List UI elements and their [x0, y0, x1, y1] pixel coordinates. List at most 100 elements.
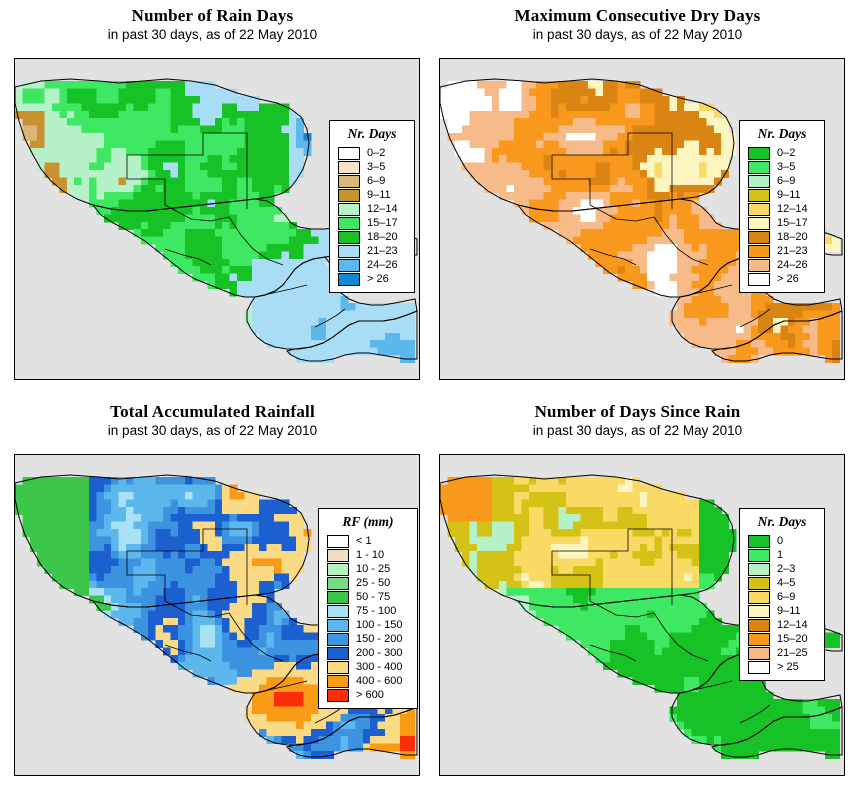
- panel-titles: Total Accumulated Rainfall in past 30 da…: [0, 396, 425, 439]
- legend-row: 300 - 400: [327, 660, 411, 674]
- legend-label: 9–11: [367, 188, 391, 201]
- legend-row: 200 - 300: [327, 646, 411, 660]
- legend-swatch: [748, 202, 770, 216]
- legend-label: 4–5: [777, 576, 796, 589]
- legend-label: 300 - 400: [356, 660, 403, 673]
- legend-row: 9–11: [338, 188, 408, 202]
- legend-label: 0–2: [367, 146, 386, 159]
- legend-label: 1 - 10: [356, 548, 385, 561]
- legend-swatch: [327, 674, 349, 688]
- legend-row: 100 - 150: [327, 618, 411, 632]
- legend-label: 50 - 75: [356, 590, 391, 603]
- legend-row: 3–5: [338, 160, 408, 174]
- legend-max-consecutive-dry-days: Nr. Days 0–2 3–5 6–9 9–11 12–14 15–17 18–20 21–…: [739, 120, 825, 293]
- legend-row: 15–17: [338, 216, 408, 230]
- legend-swatch: [327, 534, 349, 548]
- legend-label: 10 - 25: [356, 562, 391, 575]
- legend-swatch: [327, 562, 349, 576]
- legend-label: 21–25: [777, 646, 808, 659]
- legend-row: 18–20: [748, 230, 818, 244]
- legend-swatch: [338, 174, 360, 188]
- page-title: Number of Days Since Rain: [534, 402, 741, 421]
- legend-swatch: [338, 244, 360, 258]
- legend-row: 24–26: [748, 258, 818, 272]
- legend-swatch: [748, 590, 770, 604]
- legend-row: 10 - 25: [327, 562, 411, 576]
- legend-row: 1 - 10: [327, 548, 411, 562]
- legend-label: 200 - 300: [356, 646, 403, 659]
- legend-swatch: [327, 688, 349, 702]
- legend-swatch: [338, 230, 360, 244]
- legend-swatch: [748, 160, 770, 174]
- panel-max-consecutive-dry-days: Maximum Consecutive Dry Days in past 30 …: [425, 0, 850, 396]
- legend-row: 12–14: [748, 618, 818, 632]
- legend-swatch: [748, 188, 770, 202]
- map-raster: [15, 59, 419, 379]
- legend-swatch: [327, 646, 349, 660]
- legend-label: 6–9: [777, 174, 796, 187]
- panel-subtitle: in past 30 days, as of 22 May 2010: [107, 423, 318, 438]
- legend-label: 18–20: [777, 230, 808, 243]
- legend-label: 21–23: [777, 244, 808, 257]
- legend-row: 6–9: [748, 174, 818, 188]
- legend-row: 0–2: [338, 146, 408, 160]
- legend-swatch: [327, 604, 349, 618]
- map-days-since-rain[interactable]: [439, 454, 845, 776]
- legend-label: 0–2: [777, 146, 796, 159]
- legend-label: 18–20: [367, 230, 398, 243]
- legend-row: 9–11: [748, 188, 818, 202]
- legend-row: 9–11: [748, 604, 818, 618]
- legend-label: 24–26: [367, 258, 398, 271]
- legend-row: 21–23: [748, 244, 818, 258]
- legend-swatch: [327, 632, 349, 646]
- legend-row: 18–20: [338, 230, 408, 244]
- panel-days-since-rain: Number of Days Since Rain in past 30 day…: [425, 396, 850, 792]
- legend-title: RF (mm): [342, 514, 394, 529]
- legend-row: 2–3: [748, 562, 818, 576]
- legend-swatch: [748, 660, 770, 674]
- legend-row: 75 - 100: [327, 604, 411, 618]
- legend-label: 150 - 200: [356, 632, 403, 645]
- legend-label: 9–11: [777, 604, 801, 617]
- legend-label: 9–11: [777, 188, 801, 201]
- legend-swatch: [338, 258, 360, 272]
- legend-row: 6–9: [748, 590, 818, 604]
- legend-row: > 26: [338, 272, 408, 286]
- legend-label: 12–14: [367, 202, 398, 215]
- legend-label: 3–5: [777, 160, 796, 173]
- legend-row: 1: [748, 548, 818, 562]
- legend-entries: 0 1 2–3 4–5 6–9 9–11 12–14 15–20 21–25 > 25: [740, 534, 824, 680]
- panel-rain-days: Number of Rain Days in past 30 days, as …: [0, 0, 425, 396]
- legend-title: Nr. Days: [347, 126, 397, 141]
- legend-row: 15–17: [748, 216, 818, 230]
- page-title: Number of Rain Days: [131, 6, 294, 25]
- map-raster: [440, 455, 844, 775]
- legend-row: 150 - 200: [327, 632, 411, 646]
- legend-swatch: [748, 548, 770, 562]
- page-title: Total Accumulated Rainfall: [110, 402, 315, 421]
- legend-label: 0: [777, 534, 784, 547]
- legend-swatch: [748, 562, 770, 576]
- legend-label: 15–17: [367, 216, 398, 229]
- legend-title: Nr. Days: [757, 514, 807, 529]
- legend-label: 25 - 50: [356, 576, 391, 589]
- legend-label: > 600: [356, 688, 384, 701]
- legend-label: 75 - 100: [356, 604, 397, 617]
- legend-label: 100 - 150: [356, 618, 403, 631]
- legend-swatch: [748, 216, 770, 230]
- legend-row: 15–20: [748, 632, 818, 646]
- legend-row: 3–5: [748, 160, 818, 174]
- legend-swatch: [338, 160, 360, 174]
- legend-row: 21–25: [748, 646, 818, 660]
- legend-row: 21–23: [338, 244, 408, 258]
- legend-label: 2–3: [777, 562, 796, 575]
- panel-subtitle: in past 30 days, as of 22 May 2010: [532, 423, 743, 438]
- legend-swatch: [327, 590, 349, 604]
- legend-label: 15–17: [777, 216, 808, 229]
- legend-row: 0: [748, 534, 818, 548]
- legend-entries: 0–2 3–5 6–9 9–11 12–14 15–17 18–20 21–23 24–26 > …: [330, 146, 414, 292]
- legend-swatch: [748, 146, 770, 160]
- legend-row: 25 - 50: [327, 576, 411, 590]
- map-svg-days-since-rain: [440, 474, 843, 759]
